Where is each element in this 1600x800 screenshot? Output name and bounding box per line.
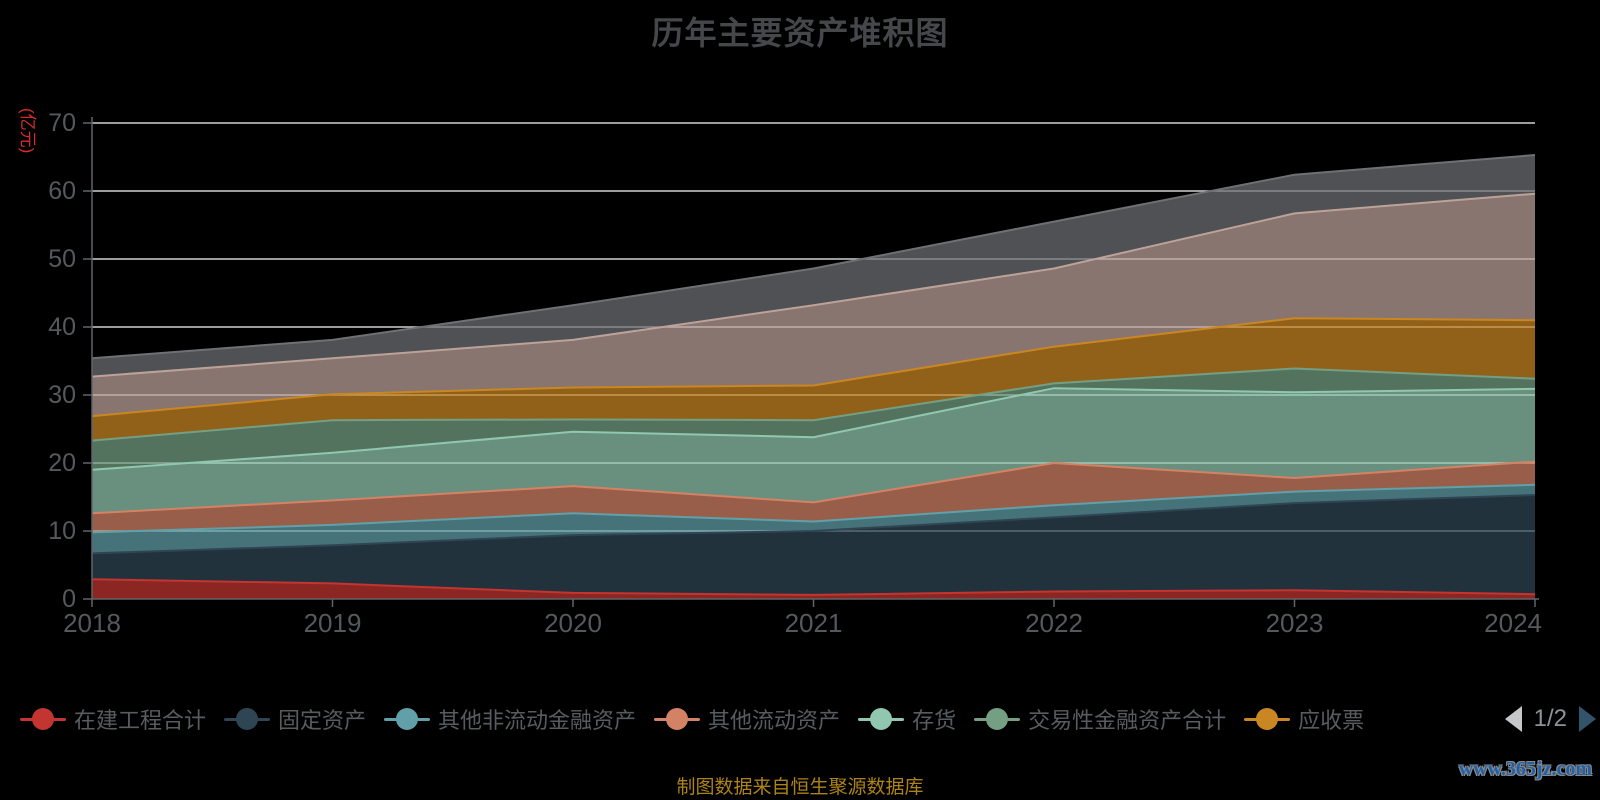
legend: 在建工程合计 固定资产 其他非流动金融资产 其他流动资产 存货 交易性金融资产合计 应收票 … [20,697,1596,741]
series-line-series-8 [91,192,1536,378]
legend-dot-icon [396,708,419,730]
legend-item-固定资产[interactable]: 固定资产 [224,703,366,735]
series-line-在建工程合计 [91,578,1536,596]
series-line-交易性金融资产合计 [91,367,1536,442]
legend-dot-icon [236,708,259,730]
y-tick-label-50: 50 [48,245,76,273]
legend-line-marker-icon [858,708,905,730]
legend-item-其他流动资产[interactable]: 其他流动资产 [654,703,840,735]
y-tick-label-20: 20 [48,449,76,477]
legend-item-label: 其他流动资产 [708,708,841,733]
legend-item-应收票[interactable]: 应收票 [1244,703,1364,735]
series-line-应收票 [91,317,1536,418]
y-tick-label-30: 30 [48,381,76,409]
area-band-series-9 [92,155,1535,377]
y-tick-label-60: 60 [48,177,76,205]
legend-item-label: 交易性金融资产合计 [1028,708,1227,733]
x-tick-label-2023: 2023 [1265,608,1324,638]
legend-item-label: 存货 [912,708,957,733]
area-band-存货 [92,388,1535,514]
legend-line-marker-icon [20,708,66,730]
legend-dot-icon [1256,708,1279,730]
series-line-固定资产 [91,494,1536,555]
legend-line-marker-icon [384,708,431,730]
legend-item-label: 固定资产 [278,708,367,733]
legend-prev-page-icon[interactable] [1504,706,1522,732]
y-tick-label-40: 40 [48,313,76,341]
watermark: www.365jz.com [1458,758,1592,780]
x-tick-label-2020: 2020 [544,608,602,638]
chart-title: 历年主要资产堆积图 [651,15,949,51]
series-line-其他流动资产 [91,460,1536,515]
legend-line-marker-icon [224,708,271,730]
x-tick-label-2024: 2024 [1484,608,1542,638]
legend-item-label: 其他非流动金融资产 [438,708,637,733]
legend-dot-icon [32,708,54,730]
series-line-其他非流动金融资产 [91,483,1536,534]
source-note: 制图数据来自恒生聚源数据库 [676,777,924,798]
series-line-series-9 [91,154,1536,360]
axes [83,117,1539,607]
area-band-交易性金融资产合计 [92,368,1535,470]
legend-item-label: 在建工程合计 [74,708,207,733]
area-band-其他流动资产 [92,461,1535,533]
legend-dot-icon [986,708,1009,730]
area-band-series-8 [92,193,1535,417]
area-band-应收票 [92,318,1535,441]
x-tick-label-2022: 2022 [1025,608,1083,638]
y-tick-label-10: 10 [48,517,76,545]
legend-line-marker-icon [974,708,1021,730]
legend-dot-icon [870,708,893,730]
legend-line-marker-icon [654,708,701,730]
area-bands [92,155,1535,599]
series-lines [91,154,1536,596]
legend-item-存货[interactable]: 存货 [858,703,956,735]
legend-item-在建工程合计[interactable]: 在建工程合计 [20,703,206,735]
legend-pager: 1/2 [1504,705,1596,733]
legend-next-page-icon[interactable] [1579,706,1596,732]
series-line-存货 [91,387,1536,471]
legend-item-label: 应收票 [1298,708,1365,733]
area-band-固定资产 [92,495,1535,595]
x-tick-label-2021: 2021 [784,608,843,638]
legend-item-其他非流动金融资产[interactable]: 其他非流动金融资产 [384,703,636,735]
legend-dot-icon [666,708,689,730]
area-band-在建工程合计 [92,579,1535,599]
x-tick-label-2019: 2019 [303,608,362,638]
y-tick-label-0: 0 [62,585,76,613]
legend-item-交易性金融资产合计[interactable]: 交易性金融资产合计 [974,703,1226,735]
area-band-其他非流动金融资产 [92,484,1535,554]
legend-page-indicator: 1/2 [1533,705,1567,732]
legend-line-marker-icon [1244,708,1291,730]
y-tick-label-70: 70 [48,109,76,137]
x-tick-label-2018: 2018 [63,608,121,638]
